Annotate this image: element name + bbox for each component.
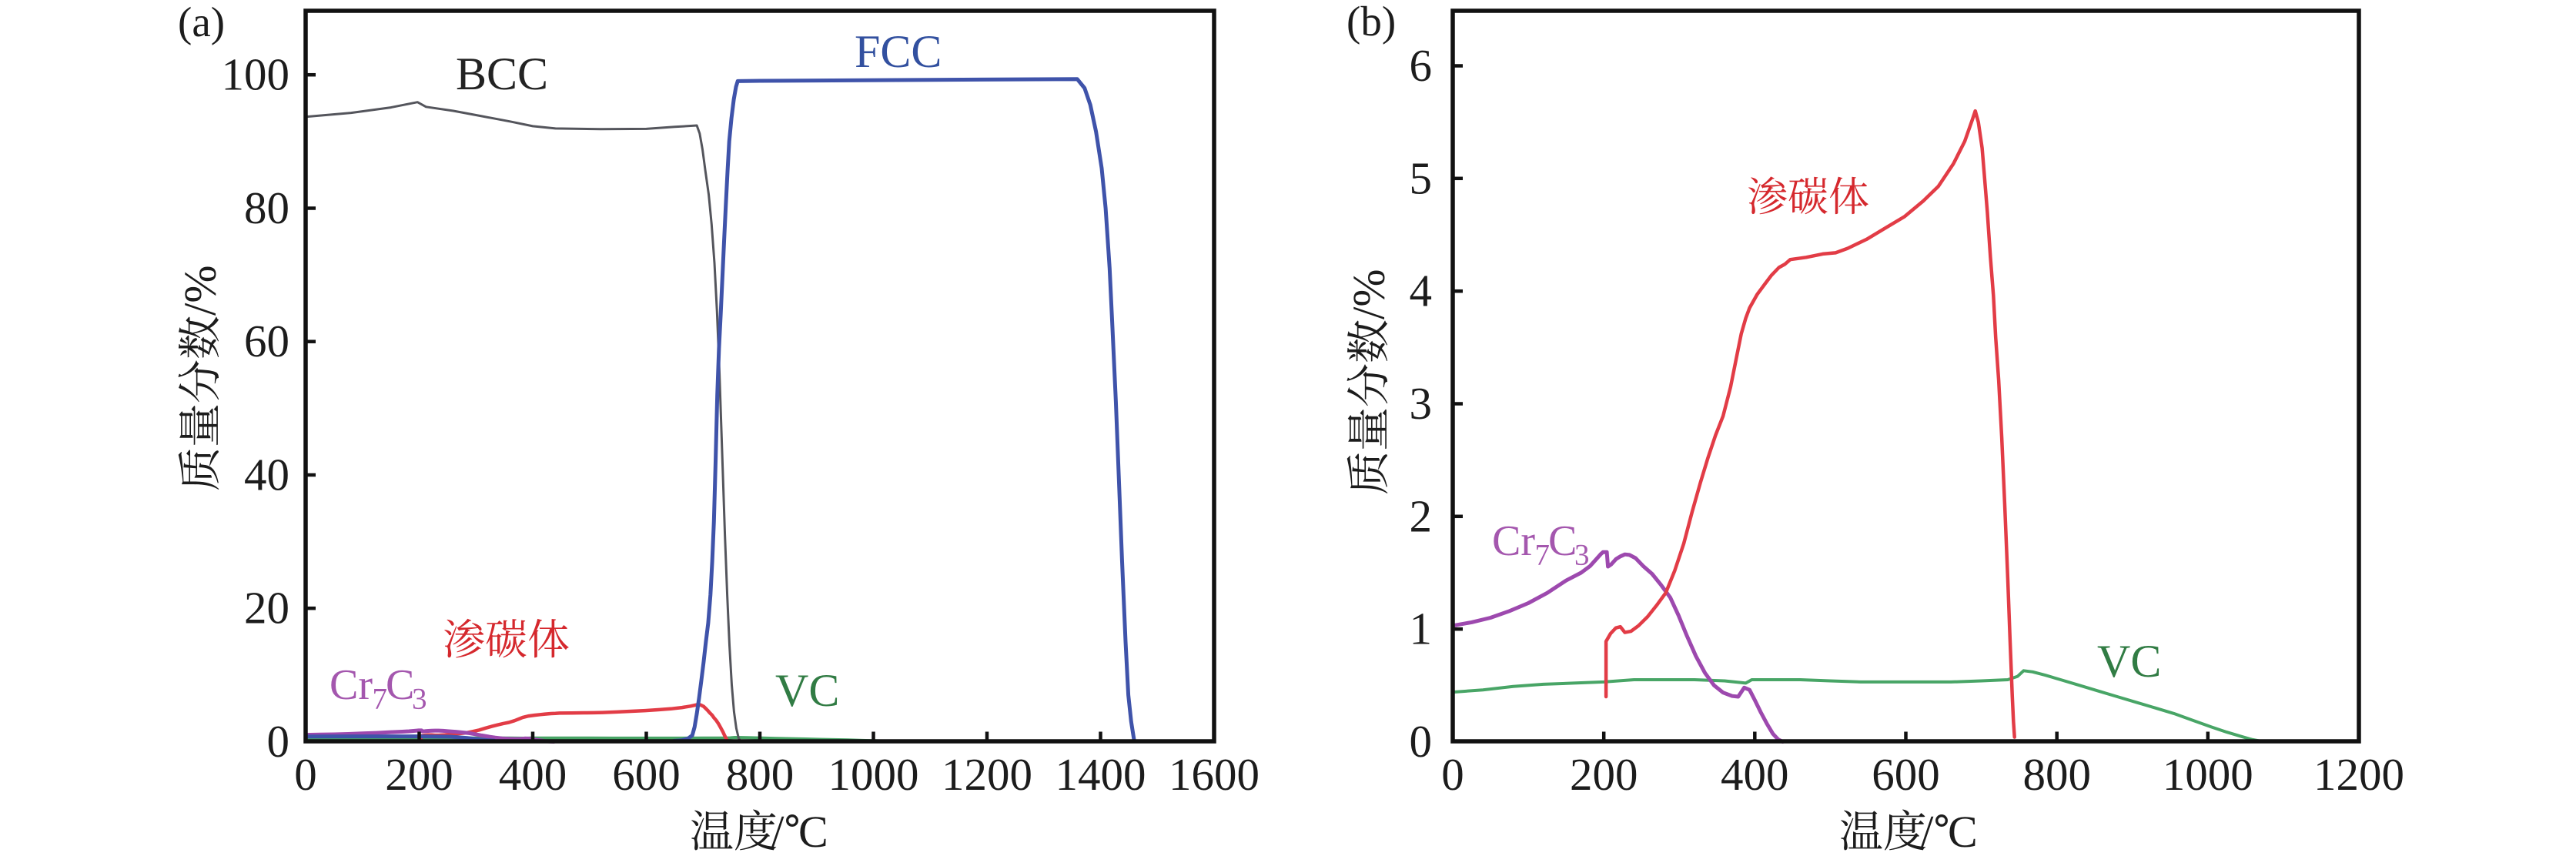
svg-text:VC: VC xyxy=(2097,636,2161,687)
svg-text:FCC: FCC xyxy=(855,26,942,77)
svg-text:600: 600 xyxy=(612,749,681,800)
svg-text:C: C xyxy=(1548,517,1577,565)
svg-text:200: 200 xyxy=(1570,749,1638,800)
svg-text:400: 400 xyxy=(1721,749,1789,800)
svg-text:1400: 1400 xyxy=(1055,749,1146,800)
svg-text:0: 0 xyxy=(294,749,317,800)
svg-text:1200: 1200 xyxy=(2313,749,2404,800)
svg-text:20: 20 xyxy=(244,583,289,634)
svg-text:/: / xyxy=(1921,806,1934,856)
svg-text:400: 400 xyxy=(499,749,567,800)
svg-text:60: 60 xyxy=(244,316,289,366)
svg-text:3: 3 xyxy=(1574,539,1590,572)
svg-text:100: 100 xyxy=(222,49,290,100)
svg-text:4: 4 xyxy=(1410,266,1433,316)
svg-text:BCC: BCC xyxy=(456,48,548,99)
svg-text:200: 200 xyxy=(385,749,453,800)
svg-text:C: C xyxy=(1948,807,1978,856)
svg-text:VC: VC xyxy=(775,665,839,716)
svg-text:1600: 1600 xyxy=(1169,749,1260,800)
svg-text:3: 3 xyxy=(1410,378,1433,429)
svg-text:0: 0 xyxy=(1441,749,1464,800)
svg-text:40: 40 xyxy=(244,450,289,500)
svg-text:C: C xyxy=(386,661,414,709)
svg-text:7: 7 xyxy=(1535,539,1551,572)
svg-text:Cr: Cr xyxy=(330,661,373,709)
svg-text:2: 2 xyxy=(1410,490,1433,541)
svg-text:Cr: Cr xyxy=(1492,517,1535,565)
svg-text:(a): (a) xyxy=(178,0,225,45)
svg-text:(b): (b) xyxy=(1347,0,1396,45)
svg-text:800: 800 xyxy=(726,749,795,800)
svg-text:1: 1 xyxy=(1410,604,1433,654)
svg-text:1200: 1200 xyxy=(942,749,1032,800)
svg-text:800: 800 xyxy=(2022,749,2091,800)
svg-text:1000: 1000 xyxy=(828,749,919,800)
svg-text:/%: /% xyxy=(175,265,226,316)
svg-text:1000: 1000 xyxy=(2163,749,2253,800)
svg-text:7: 7 xyxy=(373,683,388,716)
svg-text:6: 6 xyxy=(1410,40,1433,91)
svg-text:0: 0 xyxy=(267,716,290,767)
svg-text:3: 3 xyxy=(412,683,427,716)
svg-text:600: 600 xyxy=(1872,749,1940,800)
svg-text:/%: /% xyxy=(1343,269,1394,319)
svg-text:80: 80 xyxy=(244,182,289,233)
svg-text:/: / xyxy=(771,806,785,856)
svg-text:5: 5 xyxy=(1410,152,1433,203)
svg-text:C: C xyxy=(798,807,828,856)
svg-text:0: 0 xyxy=(1410,716,1433,767)
